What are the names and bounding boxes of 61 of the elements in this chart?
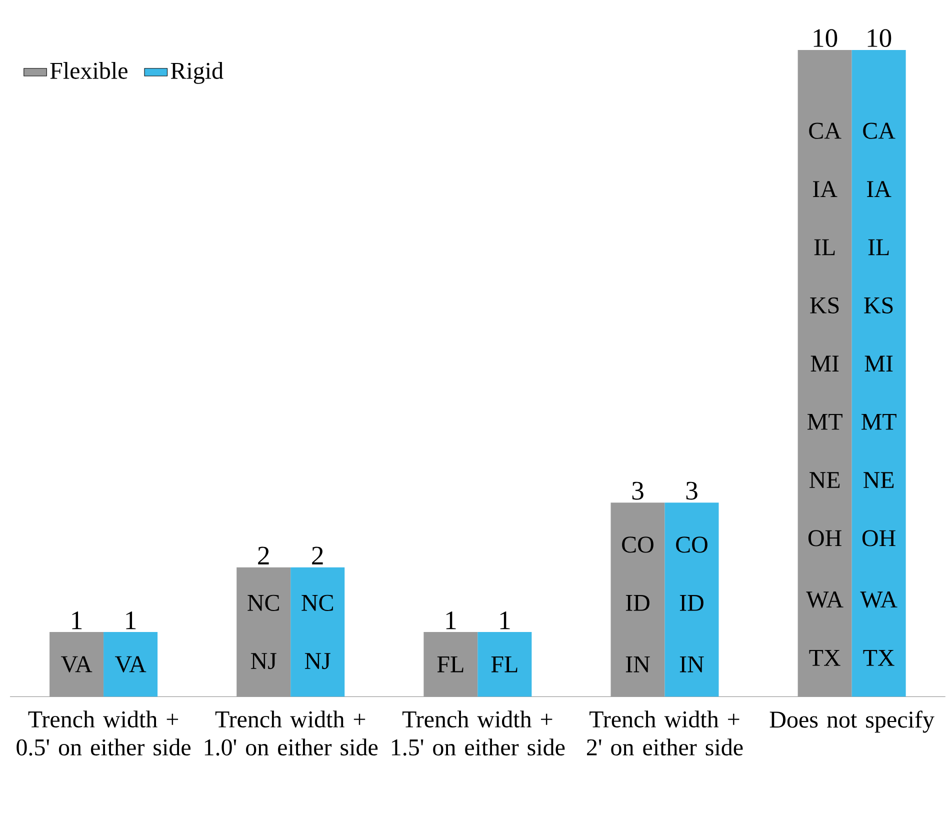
annotation: IA: [813, 181, 838, 197]
annotation: OH: [862, 530, 896, 546]
data-label: 2: [258, 546, 269, 564]
bar: [236, 567, 291, 697]
x-tick-label: Trench width + 0.5' on either side: [16, 710, 191, 756]
annotation: TX: [809, 650, 840, 666]
data-label: 2: [312, 546, 323, 564]
annotation: KS: [810, 297, 839, 314]
annotation: FL: [491, 656, 518, 672]
legend-label: Rigid: [170, 62, 224, 84]
annotation: MI: [864, 356, 893, 372]
x-tick-label: Does not specify: [770, 710, 934, 733]
annotation: NE: [810, 472, 840, 488]
annotation: WA: [806, 592, 844, 608]
bar: [610, 502, 665, 697]
bar: [798, 50, 852, 697]
annotation: CO: [622, 536, 654, 553]
data-label: 3: [686, 482, 698, 500]
data-label: 3: [632, 482, 644, 500]
annotation: OH: [808, 530, 842, 546]
annotation: NJ: [304, 653, 330, 670]
annotation: CA: [809, 122, 842, 139]
annotation: NJ: [250, 653, 276, 670]
annotation: VA: [61, 656, 92, 672]
bar: [424, 632, 478, 697]
annotation: NE: [864, 472, 894, 488]
annotation: MT: [808, 414, 842, 430]
data-label: 1: [126, 611, 136, 630]
annotation: KS: [864, 297, 893, 314]
x-tick-label: Trench width + 1.5' on either side: [392, 710, 565, 756]
annotation: ID: [626, 595, 650, 611]
annotation: ID: [680, 595, 704, 611]
bar: [104, 632, 158, 697]
annotation: WA: [860, 592, 898, 608]
annotation: VA: [115, 656, 146, 672]
annotation: FL: [437, 656, 464, 672]
bar: [50, 632, 104, 697]
annotation: TX: [863, 650, 894, 666]
data-label: 10: [868, 29, 892, 48]
annotation: IL: [868, 239, 889, 256]
annotation: CO: [676, 536, 708, 553]
annotation: MI: [810, 356, 839, 372]
annotation: NC: [248, 594, 279, 611]
annotation: NC: [302, 594, 333, 611]
data-label: 10: [814, 29, 838, 48]
annotation: IN: [680, 656, 704, 672]
x-tick-label: Trench width + 2' on either side: [586, 710, 743, 756]
annotation: MT: [862, 414, 896, 430]
legend-label: Flexible: [50, 62, 128, 79]
data-label: 1: [500, 611, 510, 630]
bar: [290, 567, 345, 697]
annotation: IA: [867, 181, 892, 197]
annotation: IL: [814, 239, 835, 256]
bar: [664, 502, 719, 697]
annotation: CA: [863, 122, 896, 139]
bar: [478, 632, 532, 697]
data-label: 1: [72, 611, 82, 630]
x-tick-label: Trench width + 1.0' on either side: [204, 710, 378, 756]
annotation: IN: [626, 656, 650, 672]
data-label: 1: [446, 611, 456, 630]
bar: [852, 50, 906, 697]
